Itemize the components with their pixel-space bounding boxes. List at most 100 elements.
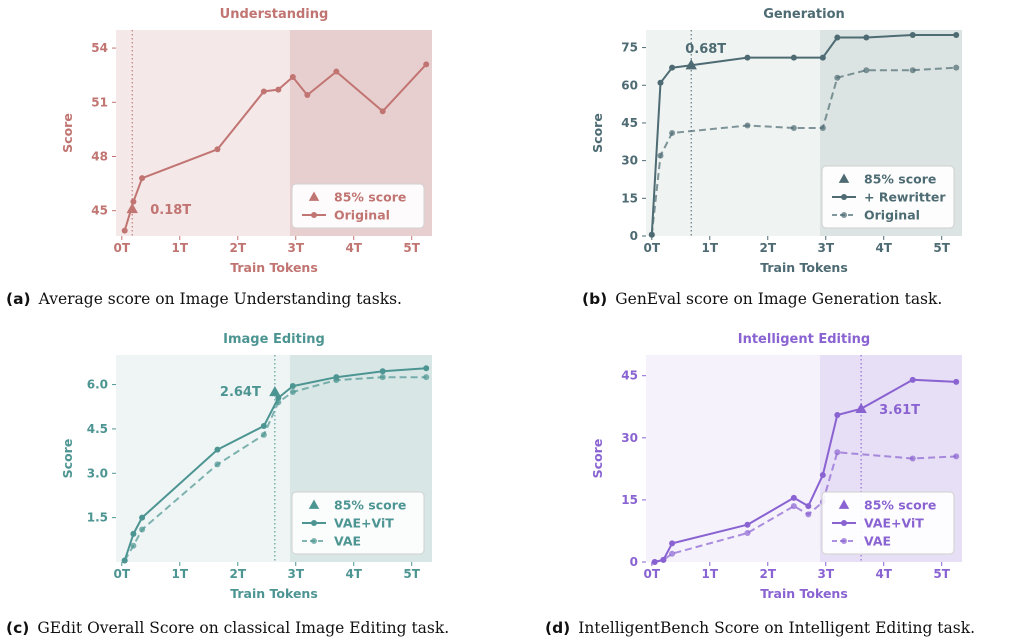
data-point	[953, 32, 960, 39]
chart-title: Image Editing	[223, 332, 325, 347]
legend-label: VAE+ViT	[864, 516, 924, 531]
x-tick-label: 4T	[345, 567, 362, 581]
legend-marker-85	[308, 191, 320, 201]
caption-d-tag: (d)	[545, 619, 571, 637]
data-point	[909, 32, 916, 39]
data-point	[423, 61, 430, 68]
chart-title: Generation	[763, 7, 845, 22]
caption-c-text: GEdit Overall Score on classical Image E…	[37, 619, 450, 637]
marker-85	[685, 59, 697, 70]
data-point	[953, 453, 960, 460]
y-tick-label: 60	[621, 78, 638, 92]
y-tick-label: 0	[630, 229, 638, 243]
legend-label: VAE	[864, 534, 891, 549]
x-axis-label: Train Tokens	[760, 260, 848, 275]
data-point	[953, 378, 960, 385]
data-point	[214, 446, 221, 453]
caption-d-text: IntelligentBench Score on Intelligent Ed…	[578, 619, 976, 637]
x-tick-label: 1T	[172, 241, 189, 255]
caption-b-tag: (b)	[582, 290, 608, 308]
y-tick-label: 15	[621, 493, 638, 507]
data-point	[805, 503, 812, 510]
y-tick-label: 30	[621, 154, 638, 168]
caption-c-tag: (c)	[6, 619, 30, 637]
data-point	[669, 540, 676, 547]
data-point	[423, 374, 430, 381]
data-point	[669, 550, 676, 557]
x-tick-label: 2T	[229, 567, 246, 581]
data-point	[863, 67, 870, 74]
x-tick-label: 3T	[817, 241, 834, 255]
chart-title: Understanding	[220, 7, 329, 22]
y-axis-label: Score	[60, 113, 75, 153]
y-tick-label: 3.0	[87, 466, 108, 480]
chart-panel-1: Generation 0T 1T 2T 3T 4T 5T 0 15 30 45 60 75 Train T…	[590, 7, 962, 275]
data-point	[214, 461, 221, 468]
x-tick-label: 3T	[287, 567, 304, 581]
legend: 85% score VAE+ViT VAE	[821, 491, 955, 555]
data-point	[379, 108, 386, 115]
caption-b: (b) GenEval score on Image Generation tas…	[582, 290, 942, 308]
chart-panel-2: Image Editing 0T 1T 2T 3T 4T 5T 1.5 3.0 4.5 6.0 Tra…	[60, 332, 432, 601]
x-tick-label: 1T	[702, 567, 719, 581]
data-point	[139, 175, 146, 182]
data-point	[834, 74, 841, 81]
legend-dot	[841, 538, 847, 544]
data-point	[744, 530, 751, 537]
data-point	[657, 152, 664, 159]
legend-dot	[311, 520, 317, 526]
data-point	[790, 124, 797, 131]
legend-label: 85% score	[864, 172, 936, 187]
y-axis-label: Score	[590, 439, 605, 479]
legend-box	[291, 183, 425, 229]
y-tick-label: 4.5	[87, 422, 108, 436]
x-tick-label: 3T	[287, 241, 304, 255]
data-point	[819, 472, 826, 479]
legend-marker-85	[308, 499, 320, 509]
data-point	[790, 54, 797, 61]
data-point	[289, 388, 296, 395]
legend-dot	[841, 212, 847, 218]
legend-box	[291, 491, 425, 555]
x-axis-label: Train Tokens	[230, 260, 318, 275]
y-tick-label: 51	[91, 95, 108, 109]
data-point	[423, 365, 430, 372]
marker-85	[269, 385, 281, 397]
y-tick-label: 1.5	[87, 511, 108, 525]
data-point	[819, 54, 826, 61]
y-tick-label: 45	[621, 116, 638, 130]
data-point	[130, 530, 137, 537]
data-point	[260, 422, 267, 429]
x-tick-label: 0T	[114, 567, 131, 581]
data-point	[121, 227, 128, 234]
legend-label: Original	[864, 208, 920, 223]
data-point	[805, 511, 812, 518]
chart-panel-0: Understanding 0T 1T 2T 3T 4T 5T 45 48 51 54 Train T…	[60, 7, 432, 275]
data-point	[909, 455, 916, 462]
legend-label: + Rewritter	[864, 190, 946, 205]
data-point	[379, 368, 386, 375]
y-tick-label: 15	[621, 191, 638, 205]
y-tick-label: 45	[91, 204, 108, 218]
x-tick-label: 0T	[644, 241, 661, 255]
data-point	[660, 556, 667, 563]
data-point	[834, 412, 841, 419]
legend-label: 85% score	[334, 190, 406, 205]
y-tick-label: 54	[91, 41, 108, 55]
data-point	[304, 92, 311, 99]
legend-label: VAE	[334, 534, 361, 549]
chart-panel-3: Intelligent Editing 0T 1T 2T 3T 4T 5T 0 15 30 45 Tr…	[590, 332, 962, 601]
data-point	[648, 231, 655, 238]
legend-dot	[841, 194, 847, 200]
caption-c: (c) GEdit Overall Score on classical Imag…	[6, 619, 449, 637]
data-point	[275, 86, 282, 93]
y-tick-label: 75	[621, 41, 638, 55]
x-tick-label: 5T	[933, 567, 950, 581]
legend-dot	[311, 538, 317, 544]
y-tick-label: 6.0	[87, 378, 108, 392]
x-axis-label: Train Tokens	[760, 586, 848, 601]
series-line-1	[123, 376, 427, 562]
y-tick-label: 45	[621, 369, 638, 383]
x-tick-label: 0T	[114, 241, 131, 255]
data-point	[909, 376, 916, 383]
